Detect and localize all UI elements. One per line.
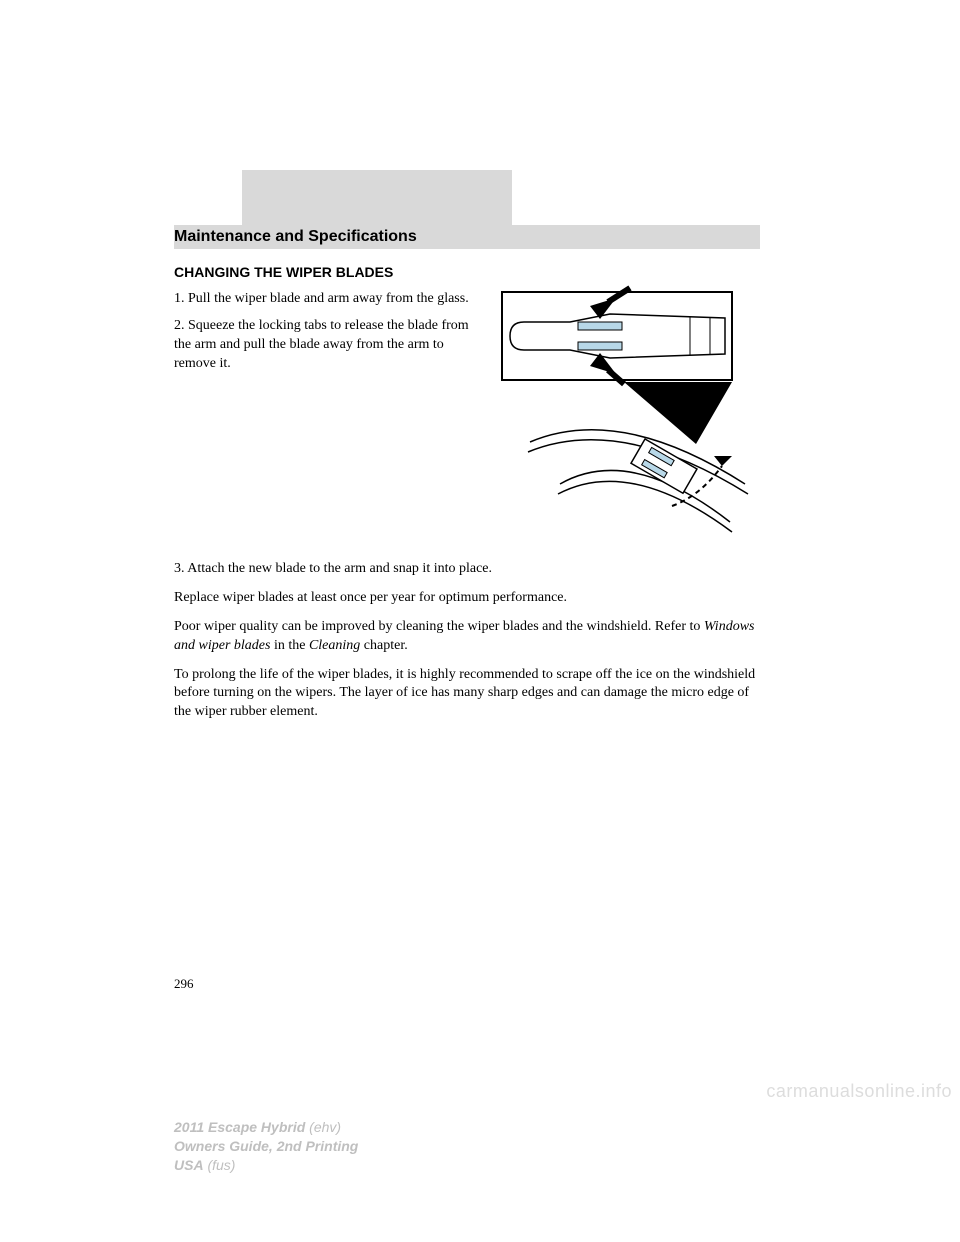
step-3: 3. Attach the new blade to the arm and s… — [174, 560, 760, 579]
diagram-svg — [500, 284, 760, 544]
footer-line-1: 2011 Escape Hybrid (ehv) — [174, 1118, 358, 1137]
wiper-blade-diagram — [500, 284, 760, 544]
content-below-figure: 3. Attach the new blade to the arm and s… — [174, 560, 760, 732]
lock-tab-bottom — [578, 342, 622, 350]
wiper-assembly — [528, 430, 748, 532]
footer-line-2: Owners Guide, 2nd Printing — [174, 1137, 358, 1156]
para-cleaning-e: chapter. — [360, 638, 407, 653]
step-2: 2. Squeeze the locking tabs to release t… — [174, 317, 474, 374]
top-gray-block — [242, 170, 512, 225]
para-cleaning-c: in the — [270, 638, 309, 653]
para-replace: Replace wiper blades at least once per y… — [174, 589, 760, 608]
chapter-header-bar: Maintenance and Specifications — [174, 225, 760, 249]
section-heading: CHANGING THE WIPER BLADES — [174, 264, 760, 280]
vehicle-name: 2011 Escape Hybrid — [174, 1119, 305, 1135]
lock-tab-top — [578, 322, 622, 330]
vehicle-code: (ehv) — [305, 1119, 341, 1135]
para-cleaning-a: Poor wiper quality can be improved by cl… — [174, 619, 704, 634]
para-ice: To prolong the life of the wiper blades,… — [174, 666, 760, 723]
region-code: (fus) — [204, 1157, 236, 1173]
manual-page: Maintenance and Specifications CHANGING … — [0, 0, 960, 1242]
footer-block: 2011 Escape Hybrid (ehv) Owners Guide, 2… — [174, 1118, 358, 1175]
footer-line-3: USA (fus) — [174, 1156, 358, 1175]
para-cleaning: Poor wiper quality can be improved by cl… — [174, 618, 760, 656]
page-number: 296 — [174, 976, 194, 992]
region: USA — [174, 1157, 204, 1173]
ref-cleaning-chapter: Cleaning — [309, 638, 360, 653]
chapter-title: Maintenance and Specifications — [174, 228, 417, 246]
leader-triangle — [624, 382, 732, 444]
step-1: 1. Pull the wiper blade and arm away fro… — [174, 290, 474, 309]
watermark-text: carmanualsonline.info — [766, 1081, 952, 1102]
